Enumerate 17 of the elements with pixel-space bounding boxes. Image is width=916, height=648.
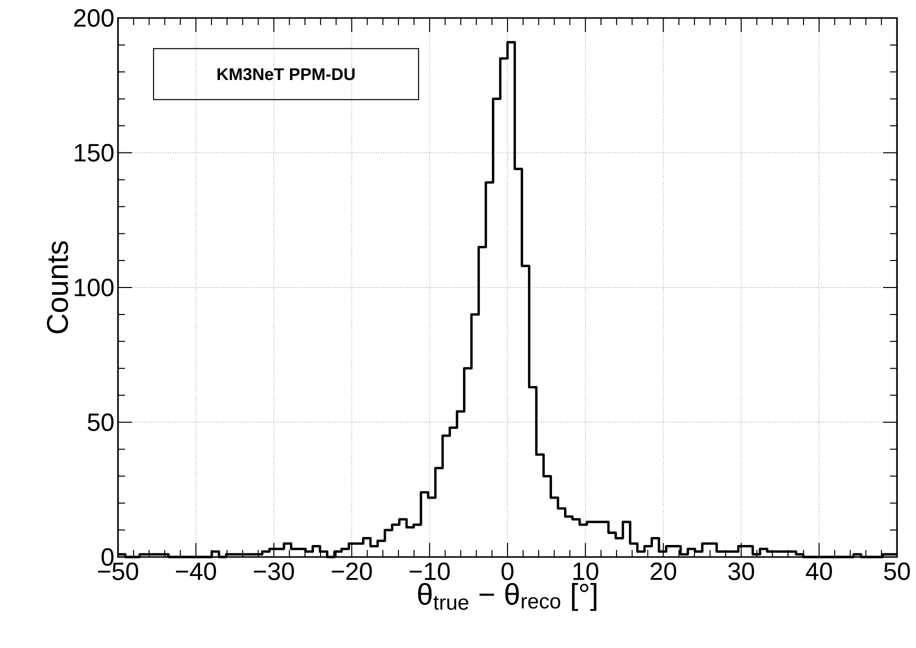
x-tick-label: 40 xyxy=(806,562,832,580)
x-tick-label: −30 xyxy=(254,562,294,580)
x-axis-title: θ$_{true}$ − θ$_{reco}$ [°] xyxy=(418,582,596,611)
y-tick-label: 150 xyxy=(74,144,114,162)
x-tick-label: 30 xyxy=(728,562,754,580)
y-axis-title: Counts xyxy=(46,241,68,334)
x-tick-label: 50 xyxy=(884,562,910,580)
y-tick-label: 100 xyxy=(74,278,114,296)
y-tick-label: 50 xyxy=(88,413,114,432)
x-tick-label: 10 xyxy=(573,562,598,580)
annotation: KM3NeT PPM-DU xyxy=(218,68,355,80)
x-tick-label: −20 xyxy=(332,562,372,580)
y-tick-label: 200 xyxy=(74,9,114,27)
x-tick-label: −40 xyxy=(176,562,216,580)
x-tick-label: 20 xyxy=(650,562,676,580)
x-tick-label: −10 xyxy=(410,562,450,580)
x-tick-label: 0 xyxy=(502,562,514,580)
